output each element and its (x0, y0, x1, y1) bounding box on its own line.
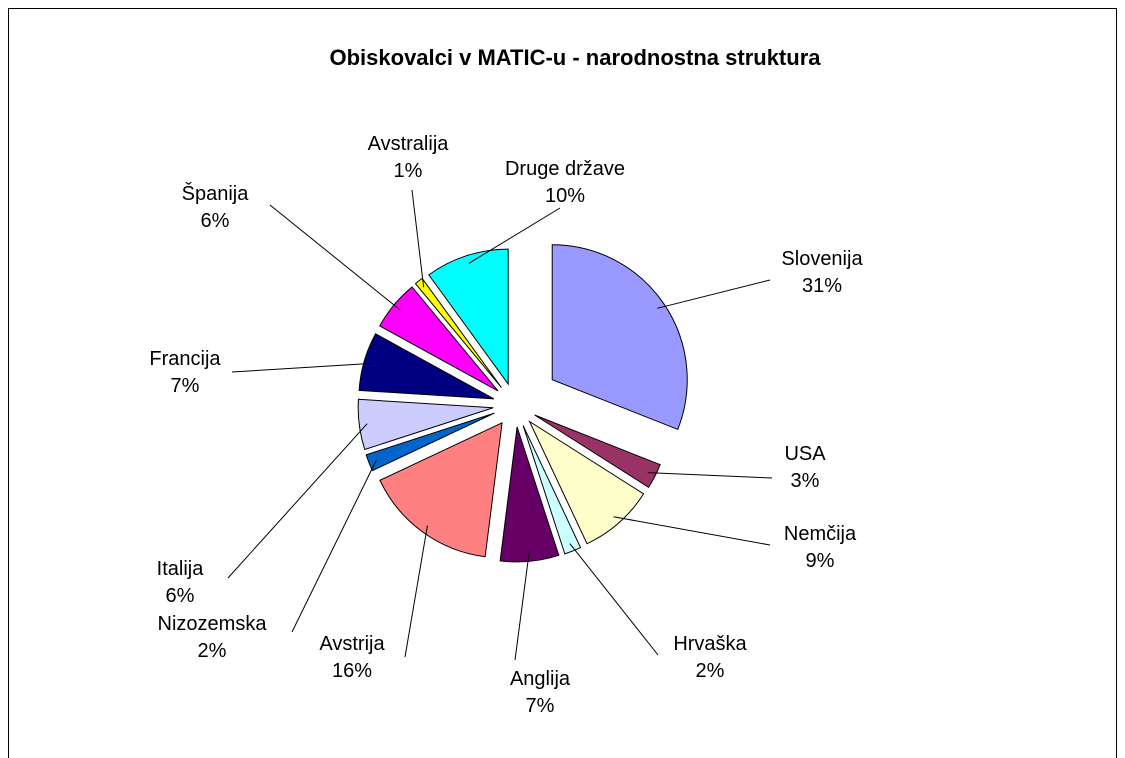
data-label: USA 3% (784, 443, 826, 492)
leader-line (291, 459, 377, 633)
value-label: 16% (332, 660, 372, 682)
chart-frame (8, 8, 1117, 758)
data-label: Italija 6% (157, 558, 205, 607)
data-label: Španija 6% (182, 182, 250, 232)
pie-slice (551, 244, 688, 431)
data-label: Slovenija 31% (781, 248, 863, 297)
data-label: Druge države 10% (505, 158, 625, 207)
leader-line (227, 423, 368, 579)
data-label: Francija 7% (149, 348, 221, 397)
data-label: Avstralija 1% (368, 133, 450, 182)
category-label: Avstrija (319, 633, 385, 655)
chart-title: Obiskovalci v MATIC-u - narodnostna stru… (330, 45, 822, 70)
data-label: Nemčija 9% (784, 523, 857, 572)
category-label: Hrvaška (673, 633, 747, 655)
leader-line (647, 472, 773, 479)
pie-slice (379, 421, 503, 558)
data-label: Nizozemska 2% (158, 613, 268, 662)
category-label: Slovenija (781, 248, 863, 270)
data-label: Anglija 7% (510, 668, 571, 717)
category-label: Anglija (510, 668, 571, 690)
value-label: 1% (394, 160, 423, 182)
value-label: 7% (171, 375, 200, 397)
category-label: USA (784, 443, 826, 465)
value-label: 3% (791, 470, 820, 492)
leader-line (411, 189, 425, 288)
pie-slice (358, 333, 495, 400)
leader-line (231, 362, 372, 373)
value-label: 2% (198, 640, 227, 662)
value-label: 7% (526, 695, 555, 717)
category-label: Druge države (505, 158, 625, 180)
pie-slice (528, 420, 645, 545)
leader-line (404, 525, 428, 658)
value-label: 6% (201, 210, 230, 232)
pie-slice (365, 412, 495, 472)
pie-slice (428, 248, 509, 386)
data-label: Avstrija 16% (319, 633, 385, 682)
category-label: Nemčija (784, 523, 857, 545)
value-label: 6% (166, 585, 195, 607)
category-label: Italija (157, 558, 205, 580)
leader-line (468, 207, 561, 264)
value-label: 2% (696, 660, 725, 682)
leader-line (613, 516, 771, 546)
leader-line (657, 279, 771, 309)
category-label: Nizozemska (158, 613, 268, 635)
category-label: Španija (182, 182, 250, 205)
pie-slice (534, 414, 661, 489)
leader-line (514, 553, 530, 661)
pie-slice (522, 425, 582, 555)
pie-slice (499, 426, 560, 563)
data-label: Hrvaška 2% (673, 633, 747, 682)
value-label: 9% (806, 550, 835, 572)
category-label: Avstralija (368, 133, 450, 155)
value-label: 10% (545, 185, 585, 207)
category-label: Francija (149, 348, 221, 370)
leader-line (269, 204, 401, 311)
value-label: 31% (802, 275, 842, 297)
pie-slice (357, 398, 494, 451)
leader-line (569, 543, 659, 656)
